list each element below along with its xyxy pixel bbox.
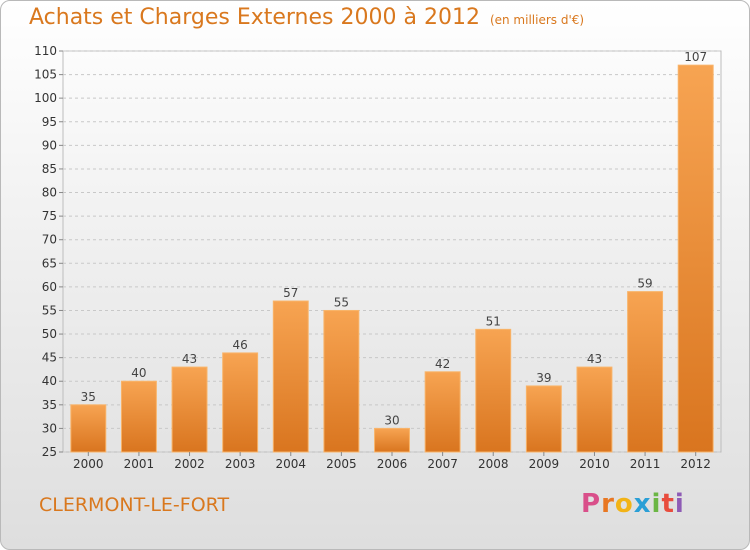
y-tick-label: 80 <box>42 186 57 200</box>
bar-value-label: 30 <box>384 413 399 427</box>
bar-value-label: 35 <box>81 390 96 404</box>
x-tick-label: 2005 <box>326 457 357 471</box>
bar <box>70 404 107 453</box>
plot-area <box>62 50 722 453</box>
bar <box>120 380 157 453</box>
bar <box>475 328 512 453</box>
bar-value-label: 42 <box>435 357 450 371</box>
y-tick-label: 60 <box>42 280 57 294</box>
bar <box>323 309 360 453</box>
x-tick-label: 2004 <box>275 457 306 471</box>
y-tick-label: 105 <box>34 68 57 82</box>
y-tick-label: 70 <box>42 233 57 247</box>
y-tick-label: 35 <box>42 398 57 412</box>
chart-title-text: Achats et Charges Externes 2000 à 2012 <box>29 5 480 30</box>
logo-letter: r <box>601 489 615 519</box>
logo-letter: i <box>674 489 685 519</box>
bar-value-label: 55 <box>334 295 349 309</box>
bar <box>374 427 410 453</box>
bar-value-label: 107 <box>684 50 707 64</box>
y-tick-label: 100 <box>34 91 57 105</box>
x-tick-label: 2011 <box>630 457 661 471</box>
proxiti-logo: Proxiti <box>581 489 685 519</box>
bar-value-label: 57 <box>283 286 298 300</box>
y-tick-label: 25 <box>42 445 57 459</box>
x-tick-label: 2002 <box>174 457 205 471</box>
y-tick-label: 95 <box>42 115 57 129</box>
bar-value-label: 59 <box>637 277 652 291</box>
y-tick-label: 45 <box>42 351 57 365</box>
x-axis: 2000 2001 2002 2003 2004 2005 2006 2007 2008 2009… <box>73 452 711 471</box>
bar <box>424 371 461 453</box>
x-tick-label: 2000 <box>73 457 104 471</box>
bar-value-label: 46 <box>233 338 248 352</box>
y-tick-label: 75 <box>42 209 57 223</box>
bar-value-label: 39 <box>536 371 551 385</box>
y-tick-label: 30 <box>42 421 57 435</box>
y-tick-label: 110 <box>34 44 57 58</box>
bar <box>272 300 309 453</box>
chart-unit-note: (en milliers d'€) <box>489 13 585 27</box>
x-tick-label: 2001 <box>124 457 155 471</box>
x-tick-label: 2007 <box>427 457 458 471</box>
chart-title: Achats et Charges Externes 2000 à 2012 (e… <box>29 5 584 30</box>
logo-letter: t <box>661 489 675 519</box>
y-tick-label: 40 <box>42 374 57 388</box>
x-tick-label: 2008 <box>478 457 509 471</box>
bar <box>222 352 259 453</box>
y-tick-label: 55 <box>42 303 57 317</box>
logo-letter: i <box>651 489 662 519</box>
y-axis: 25 30 35 40 45 50 55 60 65 70 75 80 85 90 95 100 105 110 <box>34 44 63 459</box>
bar <box>576 366 613 453</box>
bar <box>525 385 562 453</box>
x-tick-label: 2010 <box>579 457 610 471</box>
x-tick-label: 2003 <box>225 457 256 471</box>
logo-letter: o <box>614 489 634 519</box>
y-tick-label: 50 <box>42 327 57 341</box>
x-tick-label: 2009 <box>529 457 560 471</box>
bar <box>677 64 714 453</box>
grid-lines <box>62 50 722 453</box>
bar <box>171 366 208 453</box>
logo-letter: P <box>581 489 602 519</box>
y-tick-label: 85 <box>42 162 57 176</box>
bar-value-label: 43 <box>587 352 602 366</box>
location-name: CLERMONT-LE-FORT <box>39 494 230 516</box>
y-tick-label: 65 <box>42 256 57 270</box>
y-tick-label: 90 <box>42 138 57 152</box>
bar-value-label: 40 <box>131 366 146 380</box>
logo-letter: x <box>633 489 652 519</box>
bars: 35 40 43 46 57 55 30 42 51 39 43 59 107 <box>70 50 714 453</box>
x-tick-label: 2012 <box>680 457 711 471</box>
bar-value-label: 51 <box>486 314 501 328</box>
bar-value-label: 43 <box>182 352 197 366</box>
x-tick-label: 2006 <box>377 457 408 471</box>
bar <box>627 291 664 453</box>
